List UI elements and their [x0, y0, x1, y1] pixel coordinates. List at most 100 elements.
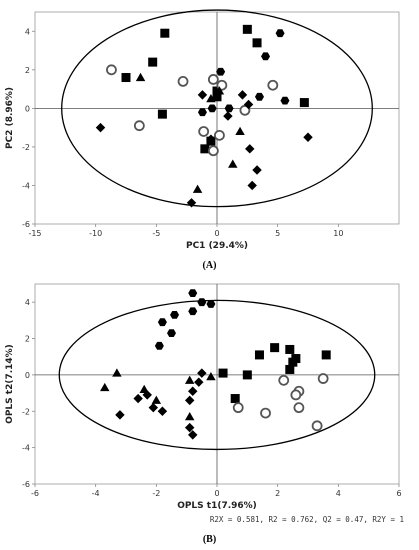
data-point-diamond [194, 377, 204, 387]
data-point-hexagon [206, 300, 216, 308]
data-point-square [254, 350, 264, 360]
data-point-square [321, 350, 331, 360]
y-tick-label: -4 [22, 444, 30, 453]
panel-label: (B) [203, 534, 216, 545]
data-point-diamond [184, 422, 195, 433]
confidence-ellipse [58, 299, 376, 451]
data-point-diamond [188, 430, 198, 440]
data-point-square [218, 368, 228, 378]
y-tick-label: -4 [22, 181, 30, 190]
data-point-hexagon [197, 298, 207, 307]
data-point-circle [239, 104, 251, 116]
y-tick-label: -2 [22, 407, 30, 416]
panel-a: -15 -10 -5 0 5 10 4 2 0 -2 -4 -6 PC1 (29.4%) PC2 (8.9… [5, 9, 400, 271]
x-tick-label: -5 [152, 229, 160, 238]
data-point-circle [311, 420, 323, 432]
data-point-hexagon [157, 318, 167, 327]
data-point-diamond [252, 165, 262, 175]
data-point-diamond [188, 386, 198, 396]
data-point-diamond [142, 390, 152, 400]
data-point-square [242, 370, 252, 380]
data-point-hexagon [254, 92, 264, 101]
data-point-hexagon [280, 96, 290, 105]
x-tick-label: -10 [89, 229, 102, 238]
data-point-hexagon [261, 52, 271, 61]
data-point-hexagon [154, 341, 164, 350]
data-point-square [212, 92, 222, 102]
x-tick-label: -15 [28, 229, 41, 238]
x-tick-label: 0 [214, 229, 219, 238]
data-point-circle [293, 402, 305, 414]
data-point-circle [106, 64, 117, 76]
data-point-hexagon [188, 289, 198, 297]
data-point-diamond [243, 99, 254, 110]
data-point-triangle [235, 126, 245, 136]
x-axis-label: OPLS t1(7.96%) [177, 501, 257, 511]
panel-b: -6 -4 -2 0 2 4 6 4 2 0 -2 -4 -6 OPLS t1(7.96%) OPLS t2… [5, 283, 404, 545]
confidence-ellipse [61, 9, 373, 208]
data-point-circle [260, 407, 271, 419]
data-point-diamond [197, 368, 207, 378]
data-point-diamond [186, 198, 197, 208]
data-point-diamond [303, 132, 313, 142]
data-point-hexagon [216, 67, 226, 76]
data-point-square [157, 109, 167, 119]
data-point-diamond [223, 111, 233, 121]
data-point-hexagon [170, 311, 180, 319]
data-point-square [160, 28, 170, 38]
data-point-square [285, 364, 295, 374]
data-point-triangle [100, 382, 110, 392]
data-point-circle [133, 120, 145, 132]
x-tick-label: 2 [275, 489, 280, 498]
data-point-square [270, 343, 280, 353]
y-tick-label: 2 [25, 335, 30, 344]
data-point-square [230, 394, 240, 404]
data-point-triangle [206, 94, 216, 103]
x-tick-label: 10 [333, 229, 343, 238]
y-tick-label: 0 [25, 104, 30, 113]
data-point-hexagon [224, 104, 234, 113]
data-point-hexagon [207, 104, 217, 113]
data-point-triangle [214, 86, 225, 95]
x-tick-label: -6 [31, 489, 39, 498]
data-point-circle [317, 373, 329, 384]
x-tick-label: 5 [275, 229, 280, 238]
x-tick-label: -2 [152, 489, 160, 498]
data-point-hexagon [197, 108, 207, 117]
data-point-hexagon [167, 329, 176, 337]
data-point-square [299, 98, 309, 108]
data-point-square [200, 144, 210, 154]
data-point-triangle [192, 184, 203, 193]
y-tick-label: -6 [22, 480, 30, 489]
data-point-diamond [133, 393, 143, 404]
data-point-circle [214, 129, 225, 141]
data-point-triangle [151, 395, 162, 404]
data-point-triangle [112, 368, 122, 377]
y-tick-label: 4 [25, 27, 30, 36]
data-point-diamond [206, 134, 216, 144]
x-axis-label: PC1 (29.4%) [186, 241, 248, 251]
data-point-circle [207, 74, 219, 85]
data-point-hexagon [188, 307, 198, 316]
data-point-circle [290, 389, 302, 401]
data-point-circle [232, 402, 244, 414]
data-point-triangle [184, 375, 195, 384]
data-point-hexagon [275, 29, 285, 38]
data-point-diamond [247, 180, 257, 191]
panel-label: (A) [203, 260, 217, 271]
y-tick-label: 4 [25, 298, 30, 307]
data-point-triangle [206, 372, 216, 381]
data-point-circle [207, 145, 219, 157]
data-point-diamond [95, 122, 106, 133]
data-point-diamond [148, 402, 159, 413]
data-point-diamond [197, 90, 208, 100]
data-point-triangle [184, 412, 195, 421]
y-tick-label: 0 [25, 371, 30, 380]
data-point-square [121, 73, 131, 83]
data-point-circle [198, 126, 210, 137]
data-point-circle [278, 374, 290, 386]
y-tick-label: 2 [25, 66, 30, 75]
x-tick-label: 0 [214, 489, 219, 498]
data-point-circle [267, 79, 279, 91]
